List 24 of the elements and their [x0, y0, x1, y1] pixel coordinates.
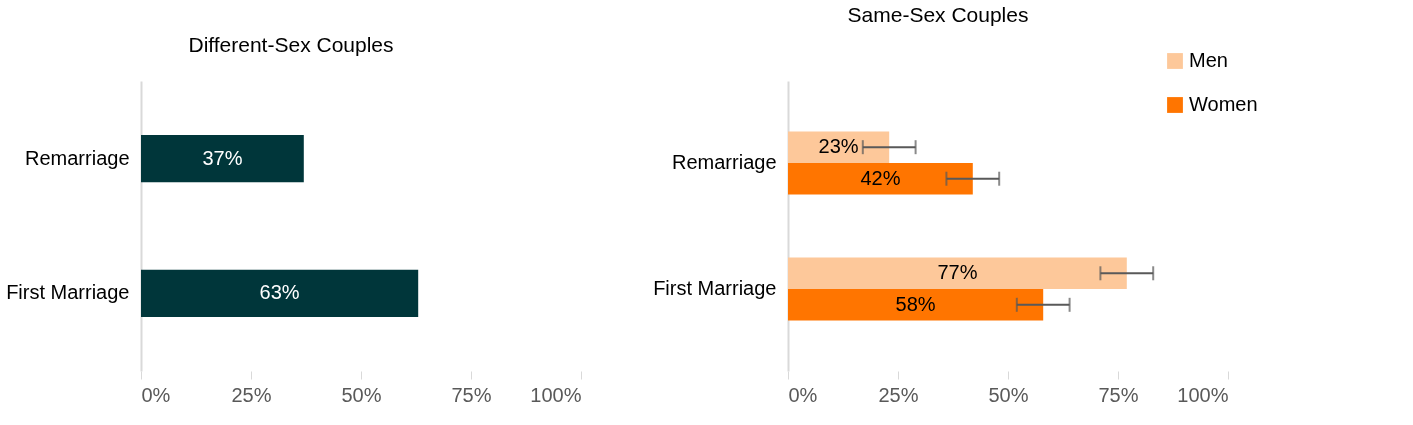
x-tick-label: 100%	[1177, 383, 1229, 406]
chart-title: Different-Sex Couples	[188, 33, 394, 56]
legend-label: Women	[1189, 93, 1258, 115]
y-tick-label: First Marriage	[6, 281, 130, 304]
x-tick-label: 0%	[141, 383, 171, 406]
legend-label: Men	[1189, 49, 1228, 71]
x-tick-label: 25%	[231, 383, 272, 406]
data-label: 37%	[202, 146, 243, 169]
data-label: 58%	[895, 292, 936, 315]
x-tick-label: 75%	[451, 383, 492, 406]
y-tick-label: Remarriage	[672, 150, 777, 173]
data-label: 23%	[818, 135, 859, 158]
data-label: 63%	[259, 281, 300, 304]
chart-title: Same-Sex Couples	[847, 3, 1029, 26]
data-label: 42%	[860, 166, 901, 189]
x-tick-label: 50%	[341, 383, 382, 406]
x-tick-label: 50%	[988, 383, 1029, 406]
x-tick-label: 25%	[878, 383, 919, 406]
x-tick-label: 0%	[788, 383, 818, 406]
x-tick-label: 75%	[1098, 383, 1139, 406]
y-tick-label: First Marriage	[653, 277, 777, 300]
y-tick-label: Remarriage	[25, 146, 130, 169]
x-tick-label: 100%	[530, 383, 582, 406]
data-label: 77%	[937, 261, 978, 284]
